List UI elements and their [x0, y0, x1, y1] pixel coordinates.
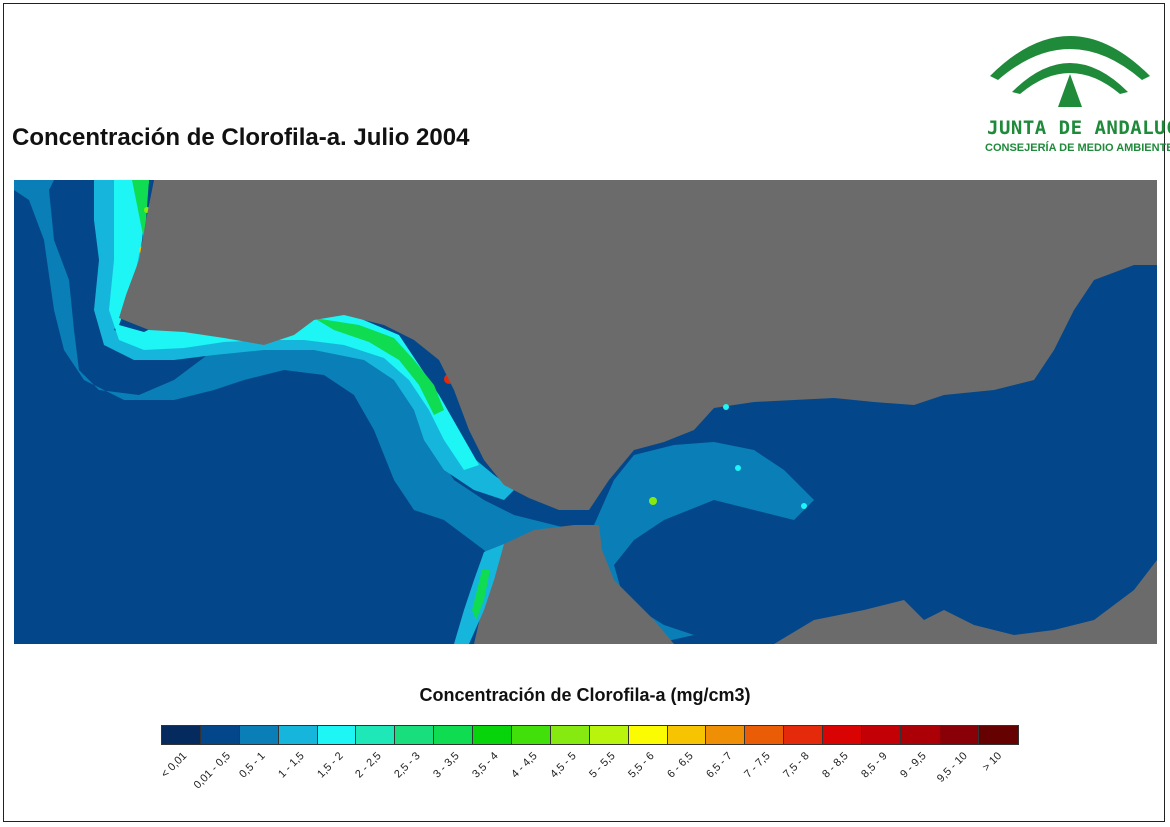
junta-andalucia-logo: [990, 36, 1150, 107]
legend-label: 1,5 - 2: [314, 750, 346, 781]
coastal-band-outer: [14, 180, 814, 644]
legend-label: 5,5 - 6: [625, 750, 657, 781]
legend-label: > 10: [979, 750, 1004, 774]
legend-swatch: [434, 726, 474, 744]
legend-swatch: [550, 726, 590, 744]
legend-swatch: [395, 726, 435, 744]
legend-swatch: [706, 726, 746, 744]
land-morocco: [474, 525, 674, 644]
legend-label: 2,5 - 3: [392, 750, 423, 781]
legend-swatch: [745, 726, 785, 744]
legend-label: 4 - 4,5: [509, 750, 540, 781]
logo-text-secondary: CONSEJERÍA DE MEDIO AMBIENTE: [985, 142, 1170, 154]
legend-label: 7 - 7,5: [742, 750, 774, 781]
page-title: Concentración de Clorofila-a. Julio 2004: [12, 124, 470, 151]
legend-label: 0,01 - 0,5: [191, 750, 233, 792]
legend-swatch: [667, 726, 707, 744]
legend-label: 7,5 - 8: [781, 750, 812, 781]
legend-swatch: [278, 726, 318, 744]
legend-swatch: [356, 726, 396, 744]
legend-swatch: [823, 726, 863, 744]
legend-swatch: [978, 726, 1018, 744]
legend-label: 9,5 - 10: [934, 750, 970, 785]
logo-text-primary: JUNTA DE ANDALUCIA: [987, 117, 1170, 139]
figure-frame: [3, 3, 1165, 822]
legend-swatch: [900, 726, 940, 744]
legend-color-bar: [161, 725, 1019, 745]
land-africa-east: [774, 560, 1157, 644]
chlorophyll-map: [14, 180, 1157, 644]
land-iberia: [119, 180, 1157, 510]
legend-label: 8,5 - 9: [859, 750, 890, 781]
legend-swatch: [512, 726, 551, 744]
legend-swatch: [317, 726, 357, 744]
legend-label: 5 - 5,5: [586, 750, 618, 781]
legend-swatch: [628, 726, 668, 744]
legend-swatch: [473, 726, 513, 744]
legend-label: 0,5 - 1: [236, 750, 268, 781]
legend-swatch: [784, 726, 824, 744]
legend-swatch: [939, 726, 979, 744]
legend-label: 4,5 - 5: [548, 750, 579, 781]
legend-label: 9 - 9,5: [898, 750, 929, 781]
legend-title: Concentración de Clorofila-a (mg/cm3): [419, 685, 751, 705]
legend-swatch: [162, 726, 201, 744]
legend-swatch: [862, 726, 901, 744]
legend-label: 8 - 8,5: [820, 750, 851, 781]
legend-swatch: [589, 726, 629, 744]
legend-label: 6,5 - 7: [703, 750, 735, 781]
legend-label: 1 - 1,5: [275, 750, 307, 781]
legend-swatch: [239, 726, 279, 744]
legend-label: 6 - 6,5: [664, 750, 696, 781]
legend-label: 2 - 2,5: [353, 750, 385, 781]
legend-label: 3,5 - 4: [470, 750, 501, 781]
legend-label: 3 - 3,5: [431, 750, 462, 781]
legend-label: < 0,01: [159, 750, 190, 781]
legend-swatch: [200, 726, 240, 744]
